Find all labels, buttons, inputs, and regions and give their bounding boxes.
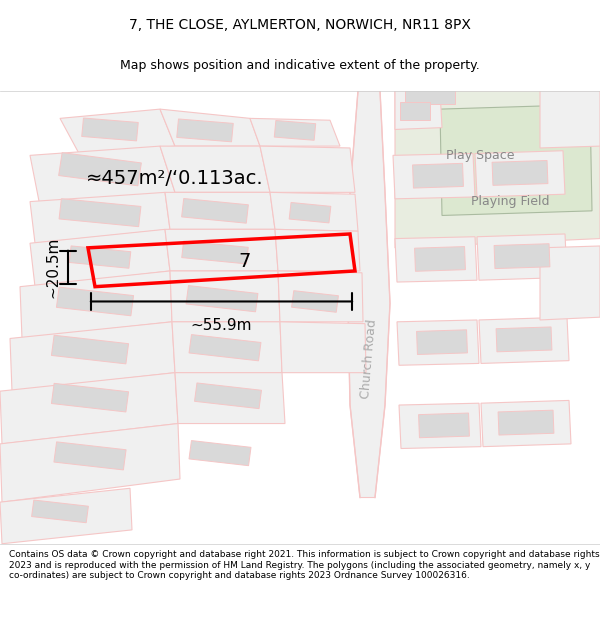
Polygon shape [182, 241, 248, 264]
Polygon shape [419, 413, 469, 437]
Polygon shape [56, 287, 134, 316]
Polygon shape [477, 234, 567, 280]
Polygon shape [395, 91, 442, 129]
Polygon shape [175, 372, 285, 424]
Polygon shape [194, 383, 262, 409]
Polygon shape [165, 229, 278, 271]
Polygon shape [540, 246, 600, 320]
Polygon shape [405, 77, 455, 104]
Text: 7: 7 [239, 253, 251, 271]
Text: 7, THE CLOSE, AYLMERTON, NORWICH, NR11 8PX: 7, THE CLOSE, AYLMERTON, NORWICH, NR11 8… [129, 18, 471, 32]
Polygon shape [289, 202, 331, 223]
Polygon shape [270, 192, 358, 231]
Polygon shape [52, 383, 128, 412]
Polygon shape [479, 317, 569, 363]
Polygon shape [292, 291, 338, 312]
Text: Play Space: Play Space [446, 149, 514, 162]
Polygon shape [82, 118, 138, 141]
Polygon shape [54, 442, 126, 470]
Polygon shape [32, 500, 88, 522]
Polygon shape [30, 229, 170, 287]
Polygon shape [496, 327, 552, 352]
Polygon shape [494, 244, 550, 269]
Polygon shape [52, 335, 128, 364]
Polygon shape [395, 91, 600, 248]
Polygon shape [30, 192, 170, 243]
Text: Contains OS data © Crown copyright and database right 2021. This information is : Contains OS data © Crown copyright and d… [9, 550, 599, 580]
Polygon shape [59, 199, 141, 227]
Polygon shape [170, 271, 280, 322]
Polygon shape [416, 330, 467, 354]
Polygon shape [69, 246, 131, 268]
Polygon shape [399, 403, 481, 449]
Polygon shape [540, 91, 600, 148]
Polygon shape [393, 154, 475, 199]
Polygon shape [400, 102, 430, 120]
Polygon shape [30, 146, 175, 206]
Polygon shape [0, 372, 178, 444]
Polygon shape [278, 271, 363, 322]
Polygon shape [275, 229, 360, 271]
Polygon shape [440, 104, 592, 216]
Polygon shape [397, 320, 479, 365]
Polygon shape [348, 91, 390, 498]
Polygon shape [20, 271, 172, 339]
Polygon shape [260, 146, 355, 192]
Polygon shape [182, 199, 248, 223]
Text: Map shows position and indicative extent of the property.: Map shows position and indicative extent… [120, 59, 480, 72]
Text: Church Road: Church Road [359, 319, 379, 399]
Polygon shape [177, 119, 233, 142]
Polygon shape [274, 121, 316, 140]
Polygon shape [160, 109, 260, 146]
Polygon shape [59, 152, 142, 186]
Polygon shape [172, 322, 282, 372]
Polygon shape [189, 441, 251, 466]
Text: ≈457m²/‘0.113ac.: ≈457m²/‘0.113ac. [86, 169, 264, 188]
Polygon shape [186, 286, 258, 312]
Polygon shape [60, 109, 175, 156]
Polygon shape [475, 151, 565, 197]
Polygon shape [189, 334, 261, 361]
Polygon shape [498, 410, 554, 435]
Polygon shape [481, 401, 571, 447]
Text: ∼20.5m: ∼20.5m [45, 237, 60, 298]
Polygon shape [160, 146, 270, 192]
Polygon shape [165, 192, 275, 229]
Polygon shape [280, 322, 366, 372]
Polygon shape [413, 163, 463, 188]
Polygon shape [0, 424, 180, 502]
Polygon shape [415, 247, 466, 271]
Polygon shape [492, 161, 548, 186]
Polygon shape [395, 237, 477, 282]
Text: ∼55.9m: ∼55.9m [191, 318, 252, 333]
Polygon shape [0, 488, 132, 544]
Polygon shape [250, 118, 340, 146]
Text: Playing Field: Playing Field [471, 195, 549, 208]
Polygon shape [10, 322, 175, 391]
